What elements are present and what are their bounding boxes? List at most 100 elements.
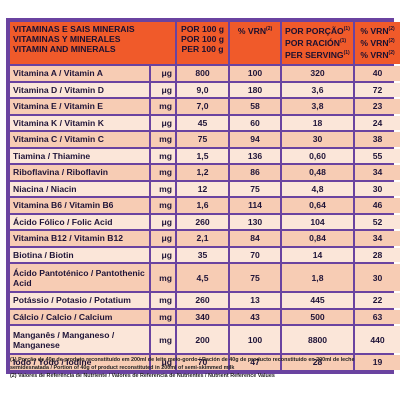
table-row: Iodo / Yodo / Iodine μg 70 47 28 19 (10, 355, 400, 370)
cell-unit: μg (151, 82, 176, 97)
cell-vrnp: 30 (355, 264, 400, 291)
table-header-row: VITAMINAS E SAIS MINERAIS VITAMINAS Y MI… (10, 22, 400, 64)
cell-per100: 75 (177, 132, 229, 147)
cell-vrn100: 114 (230, 198, 281, 213)
cell-vrn100: 60 (230, 115, 281, 130)
table-row: Cálcio / Calcio / Calcium mg 340 43 500 63 (10, 309, 400, 324)
cell-unit: mg (151, 165, 176, 180)
cell-unit: mg (151, 309, 176, 324)
cell-name: Vitamina E / Vitamin E (10, 99, 149, 114)
cell-vrn100: 100 (230, 326, 281, 353)
cell-name: Vitamina K / Vitamin K (10, 115, 149, 130)
cell-name: Iodo / Yodo / Iodine (10, 355, 149, 370)
cell-unit: mg (151, 293, 176, 308)
cell-vrnp: 38 (355, 132, 400, 147)
footnote-serving: (1) Porção de 40g de produto reconstituí… (10, 357, 355, 371)
cell-portion: 8800 (282, 326, 354, 353)
table-row: Biotina / Biotin μg 35 70 14 28 (10, 247, 400, 262)
cell-portion: 14 (282, 247, 354, 262)
table-row: Vitamina B6 / Vitamin B6 mg 1,6 114 0,64 46 (10, 198, 400, 213)
cell-vrnp: 40 (355, 66, 400, 81)
cell-portion: 445 (282, 293, 354, 308)
cell-per100: 1,6 (177, 198, 229, 213)
header-per100-line: POR 100 g (181, 34, 225, 44)
cell-unit: μg (151, 214, 176, 229)
cell-name: Manganês / Manganeso / Manganese (10, 326, 149, 353)
cell-unit: μg (151, 115, 176, 130)
cell-portion: 1,8 (282, 264, 354, 291)
cell-vrnp: 28 (355, 247, 400, 262)
header-per100-line: PER 100 g (181, 44, 224, 54)
cell-vrn100: 130 (230, 214, 281, 229)
header-per100-line: POR 100 g (181, 24, 225, 34)
cell-portion: 104 (282, 214, 354, 229)
header-portion-sup: (1) (343, 49, 350, 56)
cell-vrn100: 43 (230, 309, 281, 324)
cell-unit: mg (151, 198, 176, 213)
cell-name: Vitamina C / Vitamin C (10, 132, 149, 147)
cell-unit: μg (151, 66, 176, 81)
header-vrn2-line: % VRN (360, 49, 389, 60)
table-row: Riboflavina / Riboflavin mg 1,2 86 0,48 34 (10, 165, 400, 180)
cell-per100: 35 (177, 247, 229, 262)
header-vrn-100g: % VRN(2) (230, 22, 281, 64)
cell-portion: 18 (282, 115, 354, 130)
cell-vrn100: 180 (230, 82, 281, 97)
cell-per100: 800 (177, 66, 229, 81)
cell-portion: 3,8 (282, 99, 354, 114)
header-vrn2-sup: (2) (388, 37, 395, 44)
table-row: Vitamina B12 / Vitamin B12 μg 2,1 84 0,84 34 (10, 231, 400, 246)
header-nutrient-line: VITAMINAS E SAIS MINERAIS (13, 24, 135, 34)
header-vrn2-sup: (2) (388, 49, 395, 56)
cell-name: Ácido Pantoténico / Pantothenic Acid (10, 264, 149, 291)
cell-vrnp: 34 (355, 231, 400, 246)
cell-vrnp: 23 (355, 99, 400, 114)
table-row: Ácido Fólico / Folic Acid μg 260 130 104 52 (10, 214, 400, 229)
cell-vrnp: 34 (355, 165, 400, 180)
footnote-vrn: (2) Valores de Referência de Nutriente /… (10, 373, 275, 379)
cell-portion: 0,84 (282, 231, 354, 246)
cell-vrn100: 47 (230, 355, 281, 370)
cell-per100: 12 (177, 181, 229, 196)
cell-unit: mg (151, 326, 176, 353)
header-portion-line: PER SERVING (285, 49, 344, 60)
cell-name: Vitamina B12 / Vitamin B12 (10, 231, 149, 246)
cell-name: Cálcio / Calcio / Calcium (10, 309, 149, 324)
cell-name: Potássio / Potasio / Potatium (10, 293, 149, 308)
cell-unit: mg (151, 132, 176, 147)
header-portion-sup: (1) (343, 26, 350, 32)
header-portion-line: POR PORÇÃO (285, 25, 344, 36)
cell-vrnp: 24 (355, 115, 400, 130)
cell-per100: 260 (177, 293, 229, 308)
cell-per100: 1,2 (177, 165, 229, 180)
nutrition-table: VITAMINAS E SAIS MINERAIS VITAMINAS Y MI… (8, 20, 400, 372)
cell-vrn100: 70 (230, 247, 281, 262)
cell-unit: mg (151, 99, 176, 114)
cell-per100: 2,1 (177, 231, 229, 246)
cell-name: Ácido Fólico / Folic Acid (10, 214, 149, 229)
cell-vrnp: 63 (355, 309, 400, 324)
cell-portion: 30 (282, 132, 354, 147)
header-portion-line: POR RACIÓN (285, 37, 340, 48)
cell-portion: 28 (282, 355, 354, 370)
cell-vrnp: 30 (355, 181, 400, 196)
header-vrn-sup: (2) (266, 26, 273, 32)
cell-vrn100: 100 (230, 66, 281, 81)
header-nutrient: VITAMINAS E SAIS MINERAIS VITAMINAS Y MI… (10, 22, 176, 64)
table-row: Ácido Pantoténico / Pantothenic Acid mg 4,… (10, 264, 400, 291)
cell-unit: μg (151, 247, 176, 262)
cell-portion: 0,64 (282, 198, 354, 213)
cell-vrn100: 136 (230, 148, 281, 163)
cell-name: Niacina / Niacin (10, 181, 149, 196)
cell-name: Vitamina A / Vitamin A (10, 66, 149, 81)
header-per-100g: POR 100 g POR 100 g PER 100 g (177, 22, 229, 64)
cell-vrn100: 13 (230, 293, 281, 308)
header-portion-sup: (1) (339, 37, 347, 44)
table-row: Niacina / Niacin mg 12 75 4,8 30 (10, 181, 400, 196)
cell-portion: 0,60 (282, 148, 354, 163)
